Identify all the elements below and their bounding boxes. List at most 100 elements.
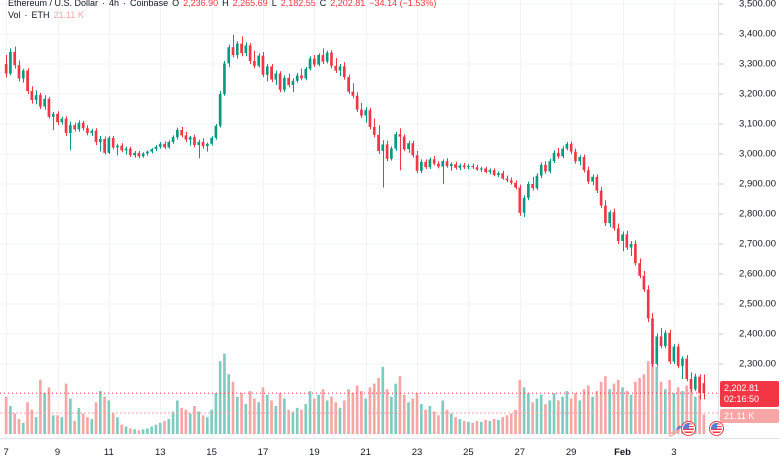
volume-bar: [21, 422, 25, 434]
candle-body: [689, 379, 693, 390]
candle-body: [9, 52, 12, 74]
volume-bar: [621, 387, 624, 434]
volume-bar: [432, 411, 436, 434]
price-axis-tick: 2,600.00: [739, 268, 776, 280]
candle-body: [428, 159, 432, 168]
volume-bar: [56, 415, 59, 434]
chart-plot-area[interactable]: [0, 0, 718, 438]
volume-bar: [248, 391, 252, 434]
volume-bar: [664, 389, 667, 434]
volume-bar: [514, 409, 517, 434]
volume-bar: [107, 400, 111, 434]
candle-body: [505, 178, 509, 181]
candle-body: [188, 137, 192, 140]
candle-body: [364, 110, 368, 116]
candle-body: [124, 148, 128, 151]
volume-bar: [634, 381, 637, 434]
candle-body: [475, 167, 479, 170]
candle-body: [146, 151, 149, 154]
candle-body: [415, 155, 419, 171]
volume-bar: [261, 387, 265, 434]
flag-stripes: [683, 423, 694, 434]
volume-bar: [651, 350, 654, 434]
volume-bar: [60, 417, 64, 434]
candle-body: [574, 151, 577, 162]
volume-bar: [372, 383, 376, 434]
candle-body: [283, 77, 286, 90]
candle-body: [26, 70, 29, 91]
flag-stripes: [711, 423, 722, 434]
volume-bar: [454, 417, 457, 434]
volume-bar: [223, 353, 226, 434]
volume-bar: [154, 424, 158, 434]
grid-lines: [0, 0, 718, 438]
flag-canton: [683, 423, 690, 429]
price-tick-dash: [719, 363, 723, 365]
volume-bar: [214, 392, 218, 434]
candle-body: [39, 95, 42, 107]
candle-body: [659, 336, 663, 346]
volume-bar: [424, 409, 427, 434]
candle-body: [317, 55, 320, 65]
candle-body: [73, 125, 76, 130]
volume-bar: [655, 366, 659, 434]
candle-body: [565, 143, 569, 149]
candle-body: [651, 318, 654, 364]
volume-bar: [698, 394, 701, 434]
time-axis-tick: 25: [463, 447, 474, 458]
candle-body: [479, 168, 483, 170]
time-axis-tick: 15: [206, 447, 217, 458]
us-flag-event-icon[interactable]: [681, 421, 696, 436]
candle-body: [351, 91, 355, 96]
candle-body: [544, 164, 547, 172]
volume-bar: [693, 396, 697, 434]
volume-bar: [467, 421, 470, 434]
volume-bar: [347, 389, 350, 434]
volume-bar: [34, 417, 38, 434]
time-axis-tick: 19: [309, 447, 320, 458]
price-tick-dash: [719, 153, 723, 155]
us-flag-event-icon[interactable]: [709, 421, 724, 436]
volume-bar: [390, 396, 393, 434]
candle-body: [664, 332, 667, 346]
price-axis[interactable]: 3,500.00 3,400.00 3,300.00 3,200.00 3,100.00…: [718, 0, 780, 438]
volume-bar: [116, 417, 119, 434]
volume-bar: [17, 419, 21, 434]
volume-bar: [458, 419, 462, 434]
candle-body: [163, 143, 166, 148]
candle-body: [120, 145, 124, 151]
candle-body: [462, 165, 466, 168]
candle-body: [116, 145, 119, 148]
candle-body: [154, 146, 158, 150]
volume-bar: [402, 394, 406, 434]
volume-bar: [137, 430, 141, 434]
candle-body: [531, 184, 534, 189]
candle-body: [342, 66, 346, 78]
candle-body: [128, 148, 132, 156]
volume-bar: [13, 413, 17, 434]
candle-body: [34, 95, 38, 100]
volume-bar: [612, 383, 616, 434]
time-axis[interactable]: 7 9 11 13 15 17 19 21 23 25 27 29 Feb 3: [0, 438, 780, 470]
candle-body: [642, 275, 646, 290]
price-axis-tick: 3,300.00: [739, 58, 776, 70]
flag-inner: [683, 423, 694, 434]
volume-bar: [47, 387, 51, 434]
time-axis-tick: 23: [411, 447, 423, 458]
candle-body: [214, 125, 218, 138]
price-axis-tick: 3,500.00: [739, 0, 776, 10]
candle-body: [43, 98, 46, 107]
candle-body: [64, 118, 68, 133]
price-axis-tick: 2,400.00: [739, 328, 776, 340]
price-tick-dash: [719, 33, 723, 35]
volume-bar: [492, 419, 496, 434]
candle-body: [21, 70, 25, 79]
volume-bar: [364, 398, 368, 434]
time-axis-tick: 27: [514, 447, 526, 458]
candle-body: [223, 63, 226, 94]
volume-bar: [334, 402, 338, 434]
current-price-value: 2,202.81: [724, 383, 760, 394]
candle-body: [90, 130, 94, 133]
candle-body: [111, 137, 115, 148]
candle-body: [514, 182, 517, 188]
